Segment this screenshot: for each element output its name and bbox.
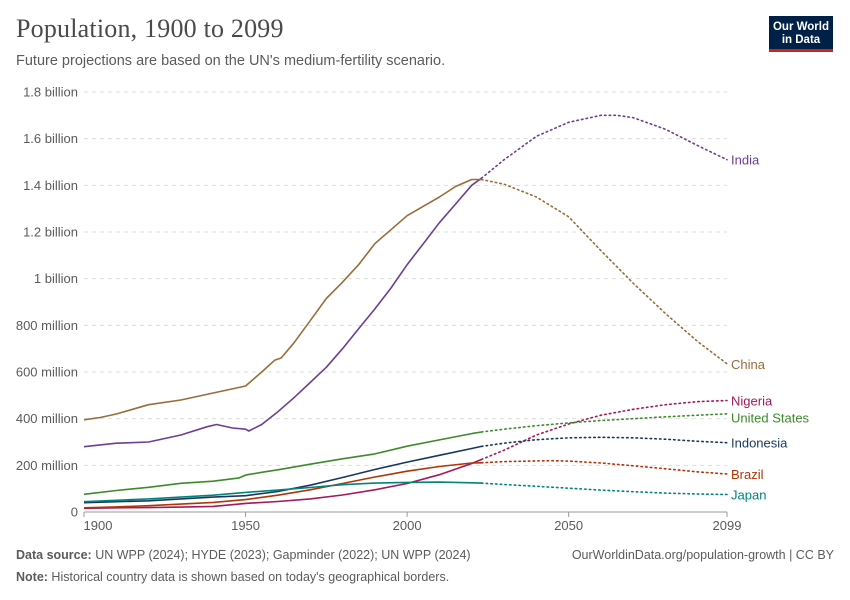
- y-tick-label: 1.4 billion: [23, 178, 78, 193]
- y-tick-label: 1.8 billion: [23, 85, 78, 100]
- x-tick-label: 2000: [393, 518, 422, 533]
- series-japan-line: [83, 481, 482, 503]
- data-source: Data source: UN WPP (2024); HYDE (2023);…: [16, 548, 471, 562]
- series-brazil-projection: [480, 459, 728, 475]
- series-label-china: China: [731, 357, 766, 372]
- source-text: UN WPP (2024); HYDE (2023); Gapminder (2…: [91, 548, 471, 562]
- x-tick-label: 1900: [84, 518, 113, 533]
- series-china-projection: [480, 178, 728, 365]
- y-tick-label: 200 million: [16, 458, 78, 473]
- series-nigeria-projection: [480, 399, 728, 461]
- series-united-states-projection: [480, 413, 728, 433]
- source-url-link[interactable]: OurWorldinData.org/population-growth | C…: [571, 548, 834, 562]
- series-japan-projection: [480, 482, 728, 496]
- x-tick-label: 2099: [713, 518, 742, 533]
- series-brazil-line: [83, 462, 482, 509]
- chart-subtitle: Future projections are based on the UN's…: [16, 53, 446, 69]
- y-tick-label: 800 million: [16, 318, 78, 333]
- series-india-projection: [480, 114, 728, 180]
- note-label: Note:: [16, 570, 48, 584]
- series-label-japan: Japan: [731, 488, 766, 503]
- x-tick-label: 1950: [231, 518, 260, 533]
- y-tick-label: 1 billion: [34, 271, 78, 286]
- series-label-united-states: United States: [731, 410, 810, 425]
- series-china-line: [83, 178, 482, 421]
- owid-logo[interactable]: Our World in Data: [769, 16, 833, 52]
- y-tick-label: 1.6 billion: [23, 131, 78, 146]
- y-tick-label: 0: [71, 505, 78, 520]
- y-tick-label: 400 million: [16, 411, 78, 426]
- series-label-indonesia: Indonesia: [731, 436, 788, 451]
- series-india-line: [83, 177, 482, 448]
- series-nigeria-line: [83, 458, 482, 510]
- series-label-nigeria: Nigeria: [731, 393, 773, 408]
- series-united-states-line: [83, 431, 482, 496]
- source-label: Data source:: [16, 548, 92, 562]
- chart-note: Note: Historical country data is shown b…: [16, 570, 449, 584]
- series-label-brazil: Brazil: [731, 467, 764, 482]
- logo-line-2: in Data: [781, 34, 821, 46]
- chart-title: Population, 1900 to 2099: [16, 14, 284, 43]
- y-tick-label: 600 million: [16, 365, 78, 380]
- x-tick-label: 2050: [554, 518, 583, 533]
- series-indonesia-projection: [480, 436, 728, 448]
- series-label-india: India: [731, 153, 760, 168]
- logo-line-1: Our World: [772, 21, 829, 33]
- y-tick-label: 1.2 billion: [23, 225, 78, 240]
- note-text: Historical country data is shown based o…: [47, 570, 450, 584]
